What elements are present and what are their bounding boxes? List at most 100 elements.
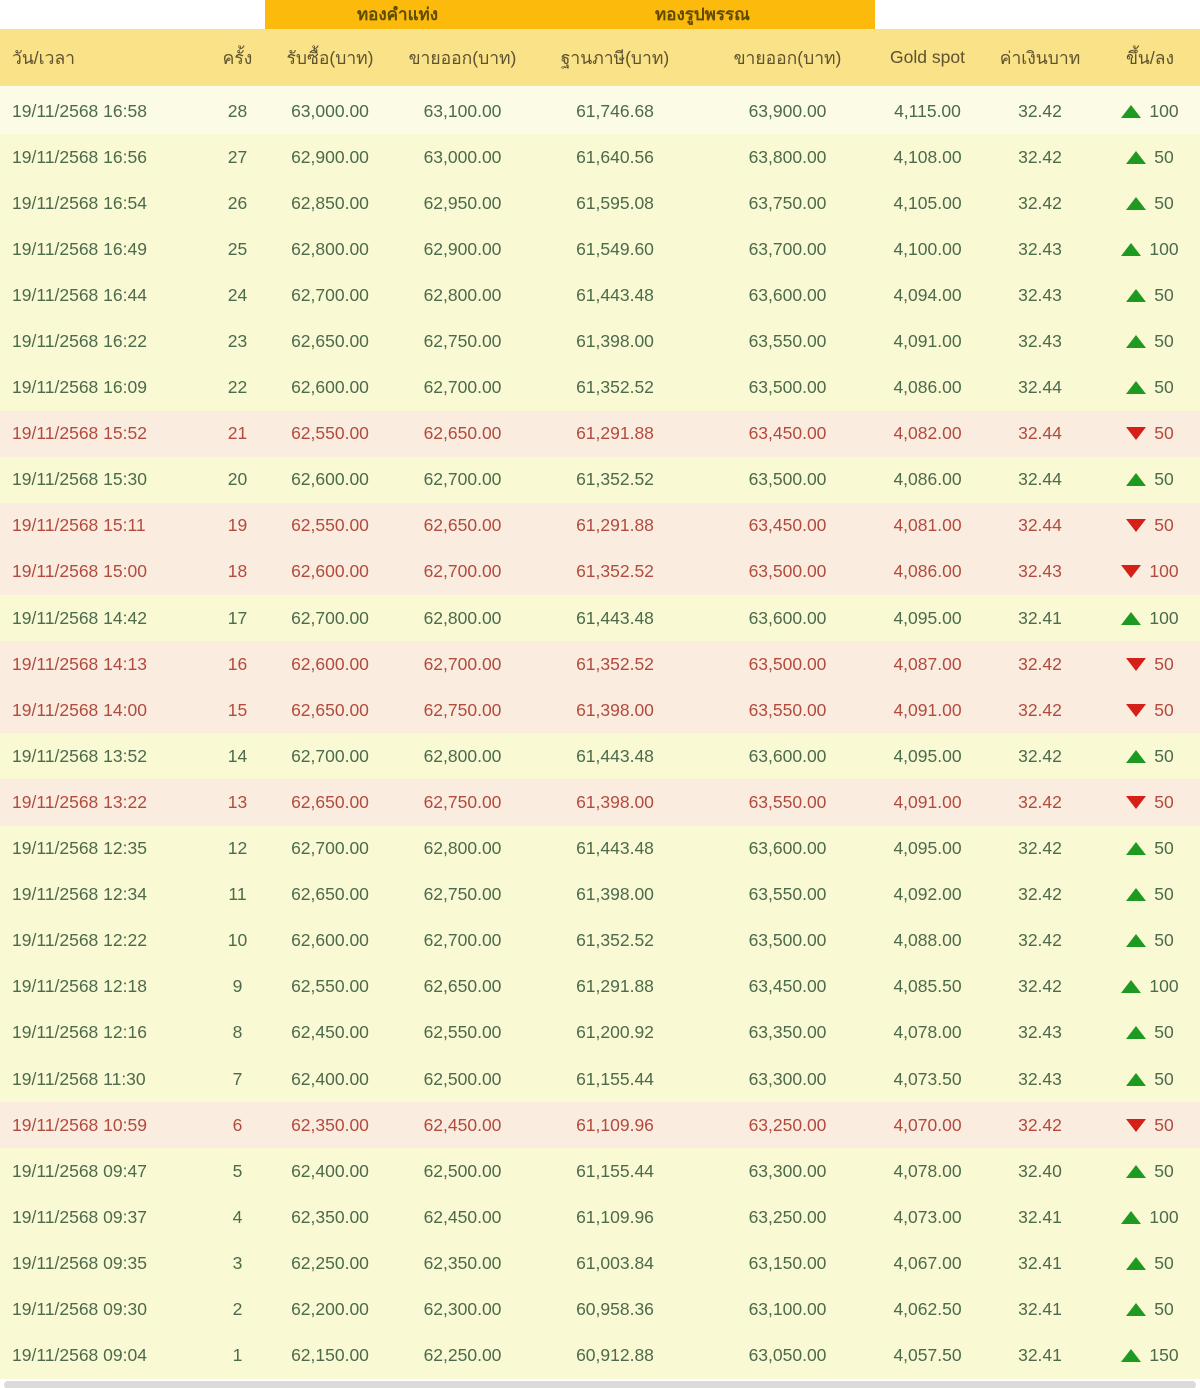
table-row: 19/11/2568 09:35 3 62,250.00 62,350.00 61,00… xyxy=(0,1240,1200,1287)
cell-ornament-sell: 63,550.00 xyxy=(748,699,827,720)
column-header-sell: ขายออก(บาท) xyxy=(408,47,517,68)
cell-sell: 62,450.00 xyxy=(423,1206,502,1227)
cell-sell: 62,800.00 xyxy=(423,284,502,305)
column-header-goldspot: Gold spot xyxy=(890,47,965,67)
cell-taxbase: 61,291.88 xyxy=(576,423,654,444)
cell-seq: 24 xyxy=(227,284,248,305)
cell-ornament-sell: 63,700.00 xyxy=(748,238,827,259)
cell-goldspot: 4,062.50 xyxy=(893,1298,962,1319)
change-value: 100 xyxy=(1149,561,1179,582)
cell-datetime: 19/11/2568 16:22 xyxy=(12,331,147,352)
cell-buy: 62,200.00 xyxy=(291,1298,369,1319)
cell-change: 50 xyxy=(1100,838,1200,859)
cell-change: 50 xyxy=(1100,700,1200,721)
cell-buy: 62,550.00 xyxy=(291,976,369,997)
cell-baht-rate: 32.43 xyxy=(1018,284,1062,305)
column-header-ornament-sell: ขายออก(บาท) xyxy=(733,47,842,68)
cell-change: 50 xyxy=(1100,1022,1200,1043)
change-value: 50 xyxy=(1154,1114,1174,1135)
cell-sell: 62,250.00 xyxy=(423,1345,502,1366)
cell-buy: 62,550.00 xyxy=(291,515,369,536)
cell-datetime: 19/11/2568 14:42 xyxy=(12,607,147,628)
cell-goldspot: 4,085.50 xyxy=(893,976,962,997)
cell-change: 100 xyxy=(1100,608,1200,629)
change-value: 50 xyxy=(1154,1068,1174,1089)
cell-taxbase: 61,155.44 xyxy=(576,1068,654,1089)
change-value: 50 xyxy=(1154,469,1174,490)
cell-taxbase: 61,109.96 xyxy=(576,1114,654,1135)
horizontal-scrollbar[interactable] xyxy=(4,1380,1196,1388)
cell-change: 100 xyxy=(1100,239,1200,260)
cell-baht-rate: 32.42 xyxy=(1018,653,1062,674)
cell-goldspot: 4,086.00 xyxy=(893,377,962,398)
column-header-taxbase: ฐานภาษี(บาท) xyxy=(560,47,670,68)
table-row: 19/11/2568 12:34 11 62,650.00 62,750.00 61,3… xyxy=(0,871,1200,918)
cell-baht-rate: 32.42 xyxy=(1018,791,1062,812)
cell-datetime: 19/11/2568 12:34 xyxy=(12,884,147,905)
cell-ornament-sell: 63,450.00 xyxy=(748,515,827,536)
cell-taxbase: 61,003.84 xyxy=(576,1252,654,1273)
table-row: 19/11/2568 09:04 1 62,150.00 62,250.00 60,91… xyxy=(0,1332,1200,1379)
table-row: 19/11/2568 09:30 2 62,200.00 62,300.00 60,95… xyxy=(0,1286,1200,1333)
cell-seq: 21 xyxy=(227,423,248,444)
cell-sell: 62,750.00 xyxy=(423,699,502,720)
cell-change: 100 xyxy=(1100,561,1200,582)
cell-ornament-sell: 63,450.00 xyxy=(748,423,827,444)
group-header-gold-bar-label: ทองคำแท่ง xyxy=(356,5,439,24)
cell-change: 50 xyxy=(1100,331,1200,352)
group-header-gold-ornament: ทองรูปพรรณ xyxy=(530,0,875,29)
change-value: 100 xyxy=(1149,238,1179,259)
cell-ornament-sell: 63,500.00 xyxy=(748,469,827,490)
cell-ornament-sell: 63,350.00 xyxy=(748,1022,827,1043)
up-arrow-icon xyxy=(1121,1349,1142,1363)
column-header-row: วัน/เวลา ครั้ง รับซื้อ(บาท) ขายออก(บาท) ฐานภ… xyxy=(0,29,1200,88)
cell-goldspot: 4,087.00 xyxy=(893,653,962,674)
table-row: 19/11/2568 12:35 12 62,700.00 62,800.00 61,4… xyxy=(0,825,1200,872)
cell-buy: 62,400.00 xyxy=(291,1068,369,1089)
cell-buy: 63,000.00 xyxy=(291,100,369,121)
cell-taxbase: 61,398.00 xyxy=(576,884,654,905)
cell-taxbase: 61,398.00 xyxy=(576,699,654,720)
cell-ornament-sell: 63,100.00 xyxy=(748,1298,827,1319)
cell-seq: 1 xyxy=(232,1345,243,1366)
cell-seq: 22 xyxy=(227,377,248,398)
cell-baht-rate: 32.42 xyxy=(1018,884,1062,905)
cell-seq: 25 xyxy=(227,238,248,259)
cell-seq: 13 xyxy=(227,791,248,812)
cell-baht-rate: 32.42 xyxy=(1018,100,1062,121)
cell-ornament-sell: 63,600.00 xyxy=(748,607,827,628)
cell-baht-rate: 32.43 xyxy=(1018,331,1062,352)
change-value: 50 xyxy=(1154,1022,1174,1043)
change-value: 50 xyxy=(1154,791,1174,812)
table-row: 19/11/2568 09:37 4 62,350.00 62,450.00 61,10… xyxy=(0,1194,1200,1241)
group-header-gold-ornament-label: ทองรูปพรรณ xyxy=(655,5,750,24)
cell-datetime: 19/11/2568 13:22 xyxy=(12,791,147,812)
cell-taxbase: 61,109.96 xyxy=(576,1206,654,1227)
cell-change: 50 xyxy=(1100,930,1200,951)
cell-change: 100 xyxy=(1100,976,1200,997)
cell-sell: 62,700.00 xyxy=(423,930,502,951)
cell-change: 50 xyxy=(1100,654,1200,675)
cell-goldspot: 4,067.00 xyxy=(893,1252,962,1273)
cell-taxbase: 60,912.88 xyxy=(576,1345,654,1366)
cell-goldspot: 4,078.00 xyxy=(893,1022,962,1043)
cell-buy: 62,400.00 xyxy=(291,1160,369,1181)
cell-goldspot: 4,078.00 xyxy=(893,1160,962,1181)
down-arrow-icon xyxy=(1126,795,1147,809)
cell-datetime: 19/11/2568 16:49 xyxy=(12,238,147,259)
change-value: 50 xyxy=(1154,745,1174,766)
cell-ornament-sell: 63,600.00 xyxy=(748,284,827,305)
cell-taxbase: 61,398.00 xyxy=(576,331,654,352)
cell-change: 50 xyxy=(1100,147,1200,168)
cell-datetime: 19/11/2568 14:13 xyxy=(12,653,147,674)
down-arrow-icon xyxy=(1126,657,1147,671)
up-arrow-icon xyxy=(1126,1302,1147,1316)
change-value: 100 xyxy=(1149,100,1179,121)
table-row: 19/11/2568 16:49 25 62,800.00 62,900.00 61,5… xyxy=(0,226,1200,273)
cell-baht-rate: 32.40 xyxy=(1018,1160,1062,1181)
change-value: 50 xyxy=(1154,1160,1174,1181)
up-arrow-icon xyxy=(1126,150,1147,164)
cell-datetime: 19/11/2568 10:59 xyxy=(12,1114,147,1135)
up-arrow-icon xyxy=(1126,473,1147,487)
table-row: 19/11/2568 15:00 18 62,600.00 62,700.00 61,3… xyxy=(0,548,1200,596)
